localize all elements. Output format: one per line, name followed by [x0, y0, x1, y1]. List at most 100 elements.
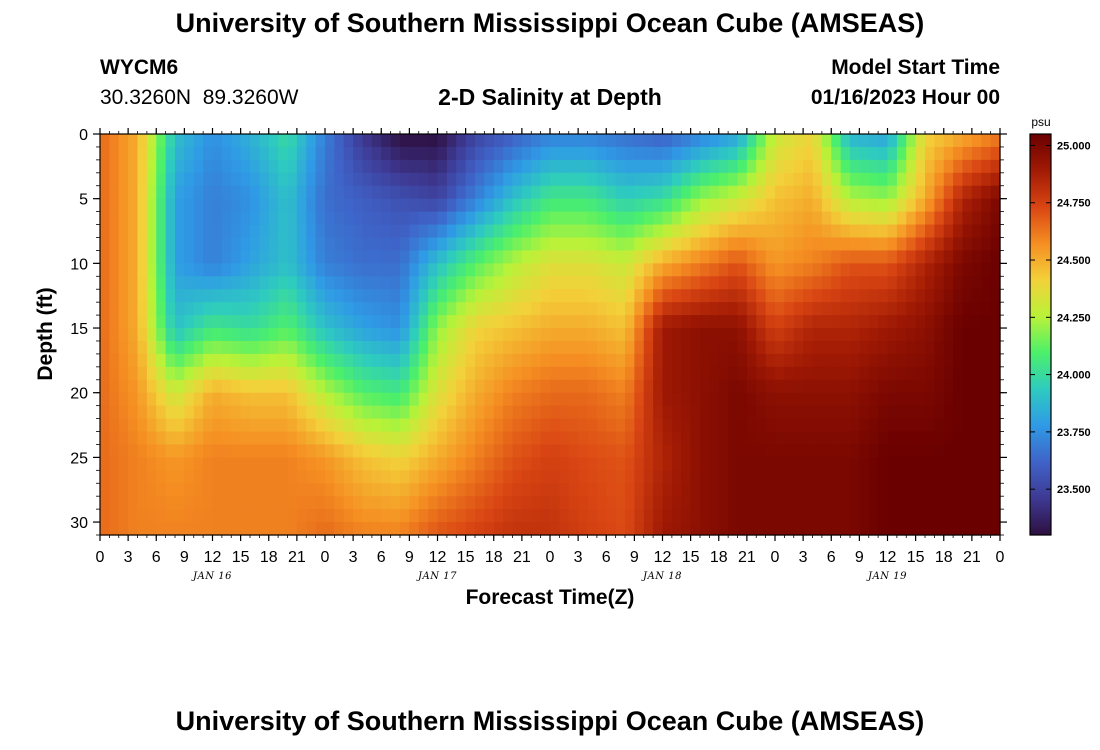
heatmap-cell	[484, 198, 495, 213]
heatmap-cell	[643, 392, 654, 407]
heatmap-cell	[221, 289, 232, 303]
heatmap-cell	[503, 444, 514, 458]
heatmap-cell	[868, 237, 879, 252]
heatmap-cell	[250, 328, 260, 342]
heatmap-cell	[118, 509, 129, 523]
heatmap-cell	[578, 418, 589, 433]
heatmap-cell	[868, 353, 879, 368]
heatmap-cell	[287, 263, 298, 277]
heatmap-cell	[296, 159, 307, 174]
heatmap-cell	[840, 392, 851, 407]
heatmap-cell	[315, 353, 326, 368]
heatmap-cell	[728, 496, 739, 510]
heatmap-cell	[690, 172, 701, 187]
heatmap-cell	[100, 328, 110, 342]
heatmap-cell	[634, 509, 645, 523]
heatmap-cell	[859, 483, 870, 497]
heatmap-cell	[868, 250, 879, 264]
heatmap-cell	[334, 276, 345, 290]
heatmap-cell	[250, 496, 260, 510]
heatmap-cell	[250, 470, 260, 484]
heatmap-cell	[540, 392, 551, 407]
heatmap-cell	[868, 496, 879, 510]
heatmap-cell	[278, 328, 289, 342]
colorbar-gradient	[1029, 133, 1052, 536]
heatmap-cell	[831, 509, 842, 523]
heatmap-cell	[296, 444, 307, 458]
heatmap-cell	[493, 315, 504, 329]
y-tick-label: 5	[79, 192, 88, 209]
heatmap-cell	[662, 276, 673, 290]
heatmap-cell	[175, 392, 185, 407]
heatmap-cell	[184, 328, 195, 342]
heatmap-cell	[953, 470, 964, 484]
heatmap-cell	[953, 328, 964, 342]
heatmap-cell	[709, 457, 720, 471]
heatmap-cell	[587, 509, 598, 523]
heatmap-cell	[409, 263, 420, 277]
heatmap-cell	[934, 522, 945, 536]
heatmap-cell	[371, 418, 382, 433]
heatmap-cell	[821, 224, 832, 239]
heatmap-cell	[681, 134, 692, 148]
heatmap-cell	[550, 366, 560, 381]
heatmap-cell	[587, 392, 598, 407]
heatmap-cell	[446, 146, 457, 161]
heatmap-cell	[840, 431, 851, 446]
heatmap-cell	[634, 159, 645, 174]
heatmap-cell	[765, 392, 776, 407]
heatmap-cell	[512, 276, 523, 290]
heatmap-cell	[231, 328, 242, 342]
heatmap-cell	[550, 328, 560, 342]
heatmap-cell	[212, 198, 223, 213]
heatmap-cell	[531, 366, 542, 381]
heatmap-cell	[831, 276, 842, 290]
heatmap-cell	[821, 418, 832, 433]
heatmap-cell	[990, 483, 1001, 497]
heatmap-cell	[278, 289, 289, 303]
heatmap-cell	[465, 496, 476, 510]
heatmap-cell	[728, 172, 739, 187]
heatmap-cell	[184, 211, 195, 226]
heatmap-cell	[643, 146, 654, 161]
heatmap-cell	[971, 340, 982, 355]
heatmap-cell	[278, 172, 289, 187]
heatmap-cell	[765, 211, 776, 226]
heatmap-cell	[146, 418, 157, 433]
heatmap-cell	[671, 340, 682, 355]
heatmap-cell	[868, 263, 879, 277]
heatmap-cell	[493, 431, 504, 446]
heatmap-cell	[887, 185, 898, 200]
heatmap-cell	[878, 418, 889, 433]
heatmap-cell	[278, 237, 289, 252]
heatmap-cell	[765, 302, 776, 316]
heatmap-cell	[184, 392, 195, 407]
heatmap-cell	[315, 418, 326, 433]
heatmap-cell	[100, 496, 110, 510]
heatmap-cell	[165, 431, 176, 446]
heatmap-cell	[353, 379, 364, 394]
heatmap-cell	[250, 392, 260, 407]
heatmap-cell	[437, 509, 448, 523]
heatmap-cell	[934, 470, 945, 484]
heatmap-cell	[625, 509, 635, 523]
heatmap-cell	[868, 470, 879, 484]
heatmap-cell	[765, 444, 776, 458]
heatmap-cell	[306, 328, 317, 342]
heatmap-cell	[371, 250, 382, 264]
heatmap-cell	[962, 392, 973, 407]
heatmap-cell	[400, 198, 410, 213]
heatmap-cell	[118, 392, 129, 407]
heatmap-cell	[596, 328, 607, 342]
heatmap-cell	[775, 185, 785, 200]
heatmap-cell	[465, 418, 476, 433]
heatmap-cell	[896, 134, 907, 148]
heatmap-cell	[812, 509, 823, 523]
heatmap-cell	[596, 379, 607, 394]
heatmap-cell	[118, 289, 129, 303]
heatmap-cell	[690, 353, 701, 368]
heatmap-cell	[100, 146, 110, 161]
station-coordinates: 30.3260N 89.3260W	[100, 86, 299, 109]
heatmap-cell	[803, 276, 814, 290]
heatmap-cell	[475, 263, 485, 277]
